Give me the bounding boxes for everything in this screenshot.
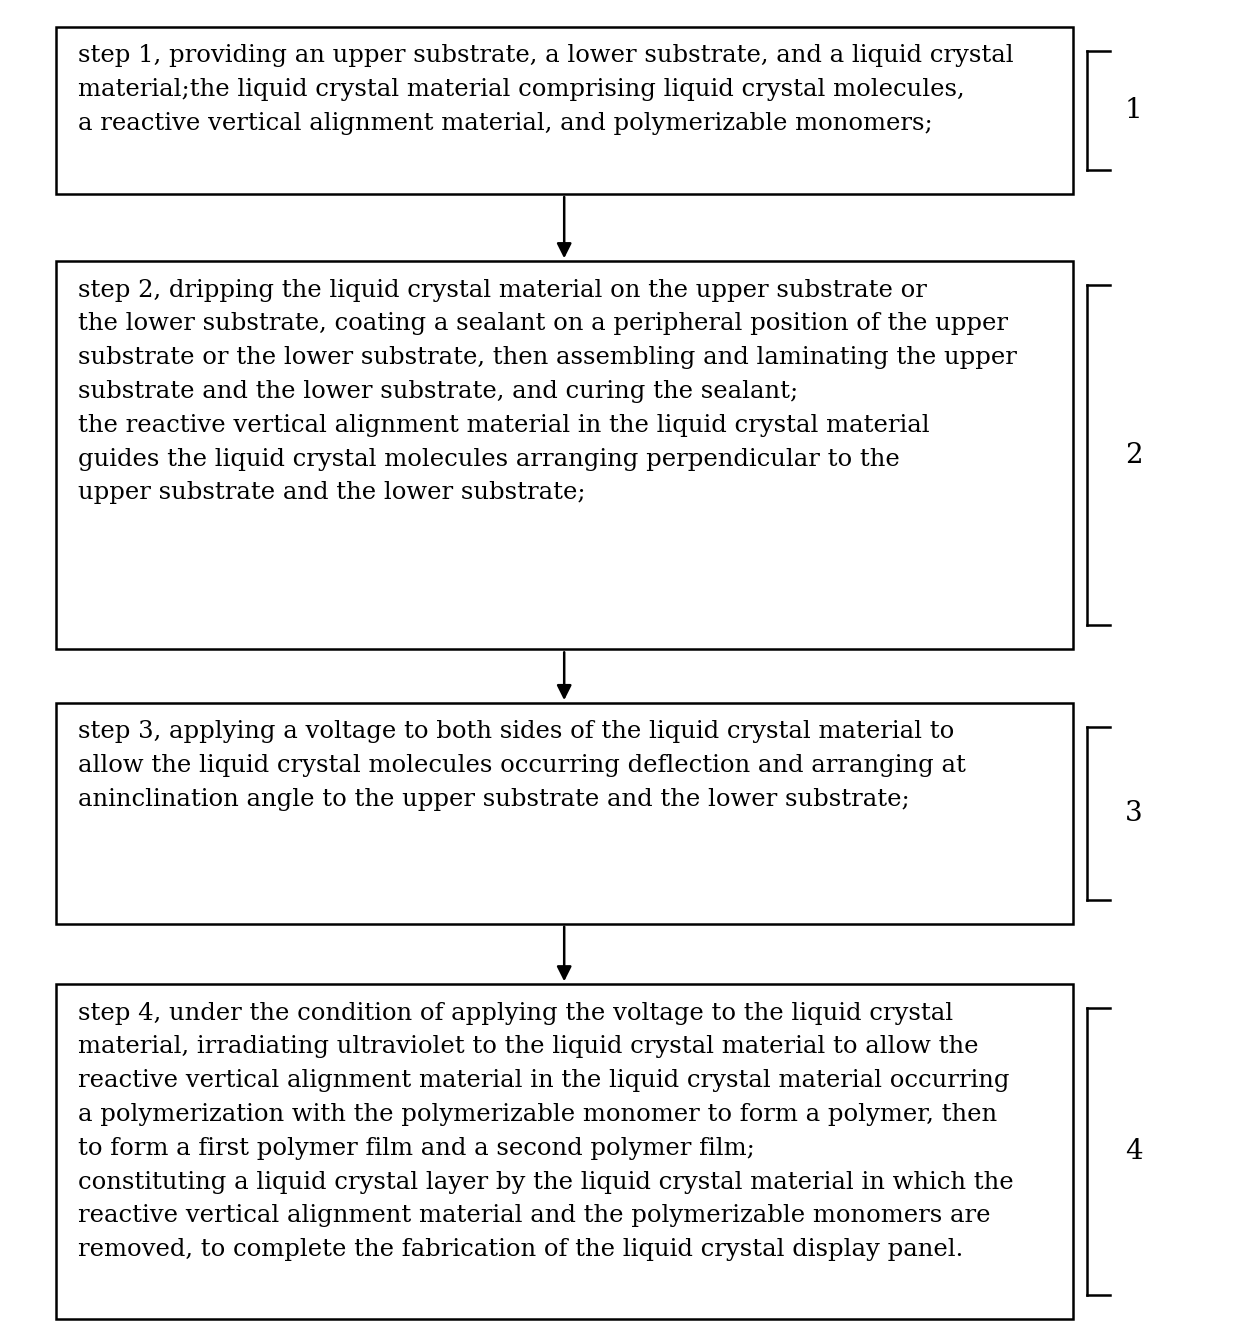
Text: 2: 2 — [1125, 442, 1142, 469]
Bar — [56, 984, 1073, 1319]
Text: 1: 1 — [1125, 96, 1142, 125]
Text: 4: 4 — [1125, 1138, 1142, 1165]
Text: step 1, providing an upper substrate, a lower substrate, and a liquid crystal
ma: step 1, providing an upper substrate, a … — [78, 44, 1014, 135]
Text: step 4, under the condition of applying the voltage to the liquid crystal
materi: step 4, under the condition of applying … — [78, 1002, 1014, 1261]
Bar — [56, 27, 1073, 194]
Text: 3: 3 — [1125, 799, 1142, 828]
Text: step 3, applying a voltage to both sides of the liquid crystal material to
allow: step 3, applying a voltage to both sides… — [78, 720, 966, 811]
Bar — [56, 261, 1073, 649]
Bar — [56, 703, 1073, 924]
Text: step 2, dripping the liquid crystal material on the upper substrate or
the lower: step 2, dripping the liquid crystal mate… — [78, 279, 1017, 505]
